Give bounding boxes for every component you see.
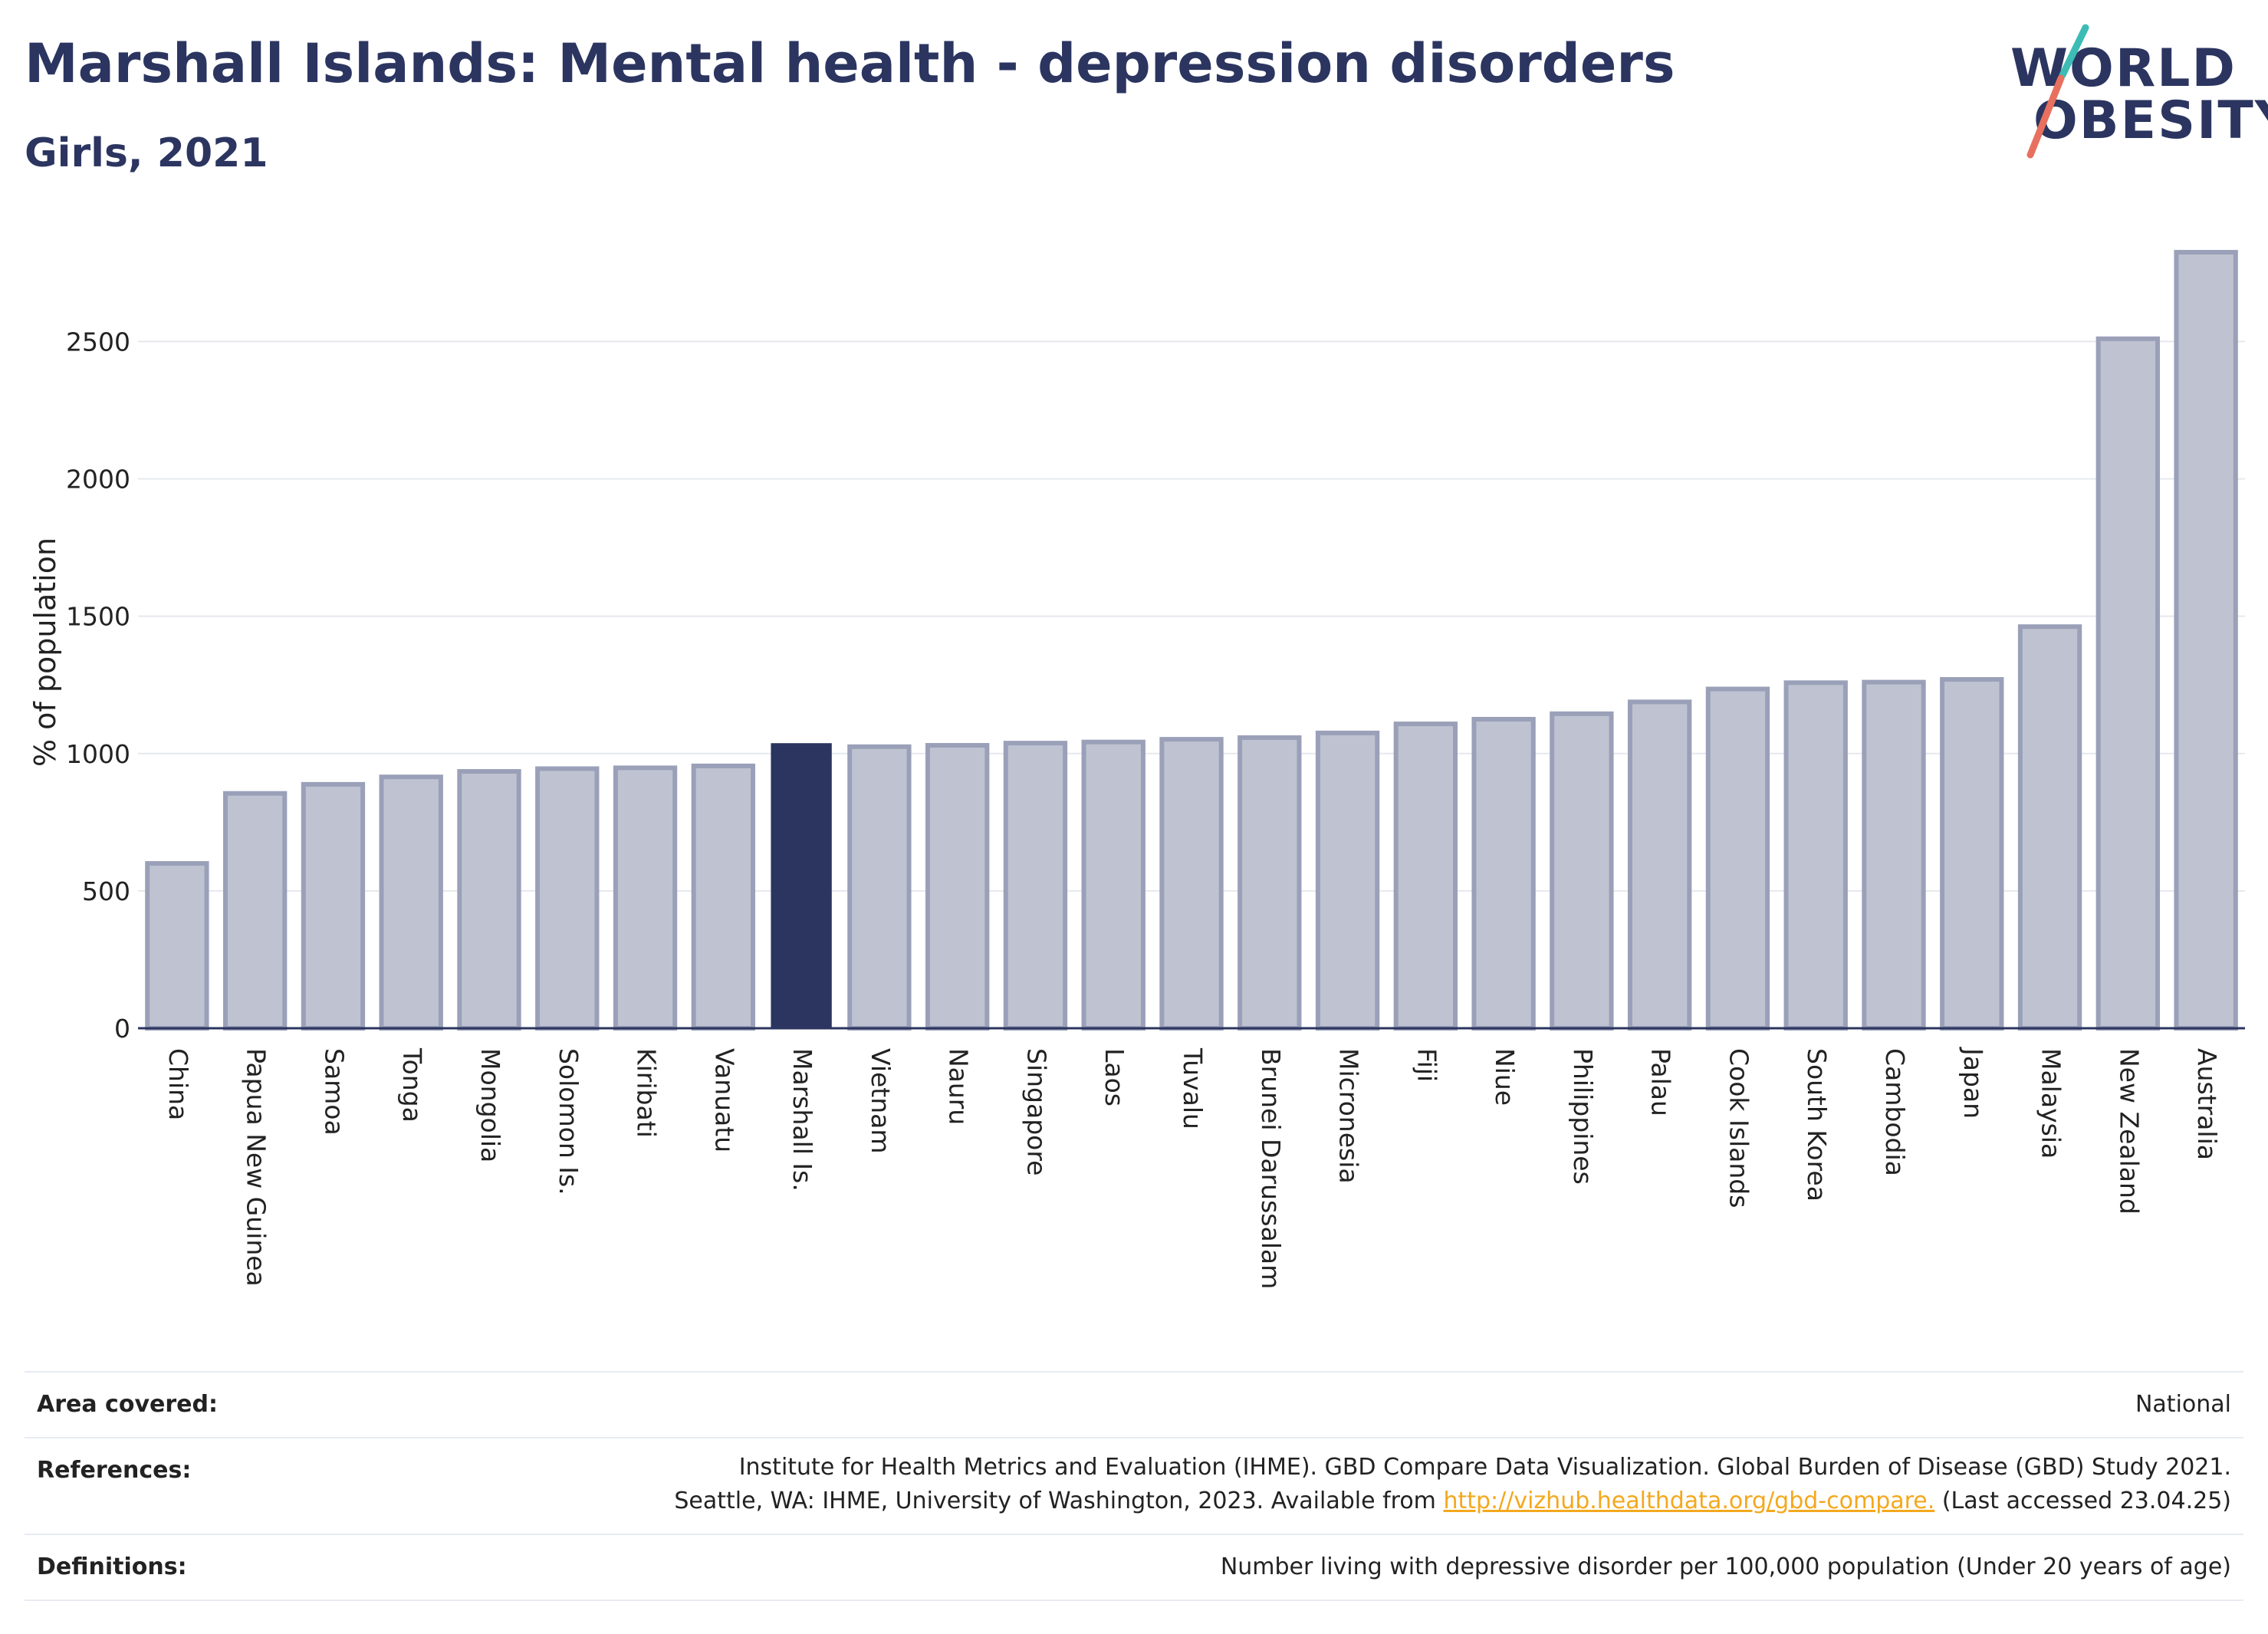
chart-subtitle: Girls, 2021 (25, 130, 268, 176)
bar-south-korea (1783, 680, 1848, 1031)
y-tick-label: 2000 (66, 465, 130, 495)
info-table: Area covered: National References: Insti… (25, 1371, 2243, 1601)
bar-philippines (1550, 711, 1614, 1031)
area-value: National (2135, 1391, 2231, 1418)
info-row-references: References: Institute for Health Metrics… (25, 1438, 2243, 1535)
bar-cambodia (1862, 679, 1926, 1031)
x-tick-label: South Korea (1802, 1048, 1832, 1202)
x-tick-label: Samoa (319, 1048, 349, 1136)
bar-niue (1471, 716, 1536, 1031)
x-tick-label: Brunei Darussalam (1256, 1048, 1286, 1289)
bar-fiji (1393, 722, 1458, 1031)
bar-micronesia (1315, 730, 1380, 1031)
info-row-area: Area covered: National (25, 1373, 2243, 1438)
x-tick-label: Philippines (1568, 1048, 1598, 1185)
x-tick-label: Mongolia (475, 1048, 505, 1162)
bar-laos (1081, 739, 1146, 1031)
x-tick-label: Tonga (397, 1047, 427, 1123)
bar-australia (2174, 249, 2238, 1031)
bar-malaysia (2017, 624, 2082, 1031)
references-line2: Seattle, WA: IHME, University of Washing… (674, 1484, 2231, 1518)
x-tick-label: Micronesia (1334, 1048, 1364, 1184)
references-line2-pre: Seattle, WA: IHME, University of Washing… (674, 1488, 1444, 1514)
x-tick-label: Malaysia (2036, 1048, 2066, 1159)
bar-brunei-darussalam (1238, 735, 1302, 1031)
bar-samoa (301, 781, 366, 1031)
logo-slash-icon (2026, 24, 2089, 159)
world-obesity-logo: WORLD OBESITY (1994, 23, 2268, 161)
x-tick-label: Niue (1490, 1048, 1520, 1106)
bar-china (145, 861, 209, 1031)
y-tick-label: 2500 (66, 327, 130, 357)
x-tick-label: Solomon Is. (554, 1048, 583, 1195)
x-tick-label: Laos (1099, 1048, 1129, 1106)
bar-palau (1627, 699, 1692, 1031)
x-tick-label: Papua New Guinea (242, 1048, 271, 1287)
x-tick-label: Cambodia (1880, 1048, 1910, 1176)
logo-word-world: WORLD (2010, 38, 2237, 99)
references-line1: Institute for Health Metrics and Evaluat… (738, 1454, 2231, 1481)
y-tick-label: 0 (114, 1014, 130, 1044)
x-tick-label: Australia (2192, 1048, 2222, 1160)
bars (145, 249, 2238, 1031)
bar-chart: 0 500 1000 1500 2000 2500 China Papua New Guin… (28, 249, 2245, 1289)
references-label: References: (37, 1457, 192, 1484)
x-tick-label: Kiribati (632, 1048, 662, 1138)
bar-japan (1940, 677, 2004, 1031)
y-axis-ticks: 0 500 1000 1500 2000 2500 (66, 327, 130, 1044)
bar-papua-new-guinea (222, 791, 288, 1031)
logo-word-obesity: OBESITY (2033, 90, 2268, 151)
definitions-value: Number living with depressive disorder p… (1220, 1553, 2231, 1580)
x-tick-label: Cook Islands (1724, 1048, 1754, 1208)
x-tick-label: Marshall Is. (787, 1048, 817, 1192)
x-tick-label: New Zealand (2114, 1048, 2144, 1215)
y-tick-label: 1500 (66, 602, 130, 632)
references-link[interactable]: http://vizhub.healthdata.org/gbd-compare… (1443, 1488, 1935, 1514)
bar-cook-islands (1705, 686, 1770, 1031)
bar-marshall-is (771, 743, 832, 1029)
y-tick-label: 500 (82, 876, 130, 906)
bar-kiribati (613, 765, 678, 1031)
x-tick-label: Japan (1958, 1047, 1988, 1119)
bar-tonga (379, 774, 443, 1031)
bar-mongolia (457, 769, 521, 1031)
chart-title: Marshall Islands: Mental health - depres… (25, 32, 1675, 95)
bar-singapore (1003, 741, 1068, 1031)
x-tick-label: Palau (1646, 1048, 1676, 1116)
x-tick-label: Singapore (1021, 1048, 1051, 1175)
x-tick-label: Nauru (944, 1048, 974, 1125)
bar-new-zealand (2095, 336, 2161, 1031)
references-line2-post: (Last accessed 23.04.25) (1934, 1488, 2231, 1514)
bar-vietnam (847, 744, 912, 1031)
y-axis-title: % of population (28, 538, 62, 767)
y-tick-label: 1000 (66, 739, 130, 769)
x-tick-label: Tuvalu (1178, 1047, 1208, 1129)
info-row-definitions: Definitions: Number living with depressi… (25, 1535, 2243, 1601)
area-label: Area covered: (37, 1391, 218, 1418)
bar-nauru (925, 743, 990, 1031)
definitions-label: Definitions: (37, 1553, 187, 1580)
references-value: Institute for Health Metrics and Evaluat… (674, 1451, 2231, 1518)
x-tick-label: Vietnam (866, 1048, 896, 1154)
bar-vanuatu (691, 763, 756, 1031)
x-tick-label: China (163, 1048, 193, 1120)
x-axis-labels: China Papua New Guinea Samoa Tonga Mongolia S… (163, 1047, 2222, 1289)
bar-tuvalu (1159, 737, 1224, 1031)
x-tick-label: Vanuatu (709, 1048, 739, 1152)
x-tick-label: Fiji (1412, 1048, 1441, 1082)
bar-solomon-is (535, 766, 600, 1031)
